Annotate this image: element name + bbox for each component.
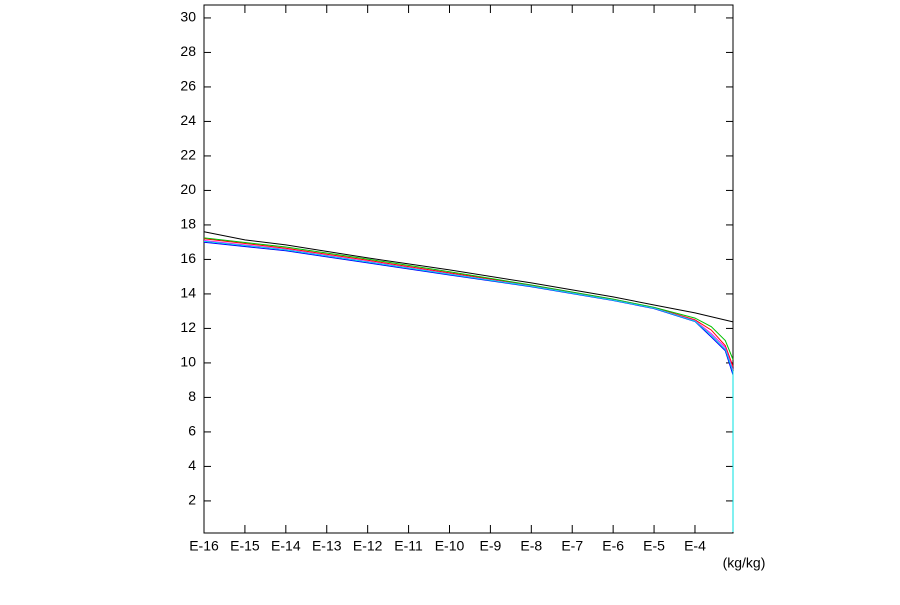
y-tick-label: 18 [180,216,196,232]
x-tick-label: E-4 [684,538,706,554]
x-tick-label: E-12 [353,538,383,554]
x-tick-label: E-13 [312,538,342,554]
y-tick-label: 10 [180,354,196,370]
y-tick-label: 26 [180,78,196,94]
x-tick-label: E-14 [271,538,301,554]
plot-frame [203,4,734,534]
y-tick-label: 4 [188,457,196,473]
x-tick-label: E-6 [602,538,624,554]
series-line [203,240,734,532]
y-tick-label: 20 [180,181,196,197]
series-line [203,237,734,360]
y-tick-label: 24 [180,112,196,128]
y-tick-label: 12 [180,319,196,335]
y-tick-label: 16 [180,250,196,266]
series-line [203,231,734,323]
y-tick-label: 22 [180,147,196,163]
x-tick-label: E-9 [480,538,502,554]
y-tick-label: 28 [180,43,196,59]
x-tick-label: E-11 [394,538,423,554]
x-tick-label: E-16 [189,538,219,554]
x-tick-label: E-15 [230,538,260,554]
x-tick-label: E-10 [435,538,465,554]
x-tick-label: E-8 [520,538,542,554]
y-tick-label: 8 [188,388,196,404]
y-tick-label: 30 [180,9,196,25]
x-axis-label: (kg/kg) [723,555,766,571]
x-tick-label: E-7 [561,538,583,554]
y-tick-label: 14 [180,285,196,301]
y-tick-label: 6 [188,423,196,439]
series-line [203,238,734,367]
x-tick-label: E-5 [643,538,665,554]
y-tick-label: 2 [188,492,196,508]
